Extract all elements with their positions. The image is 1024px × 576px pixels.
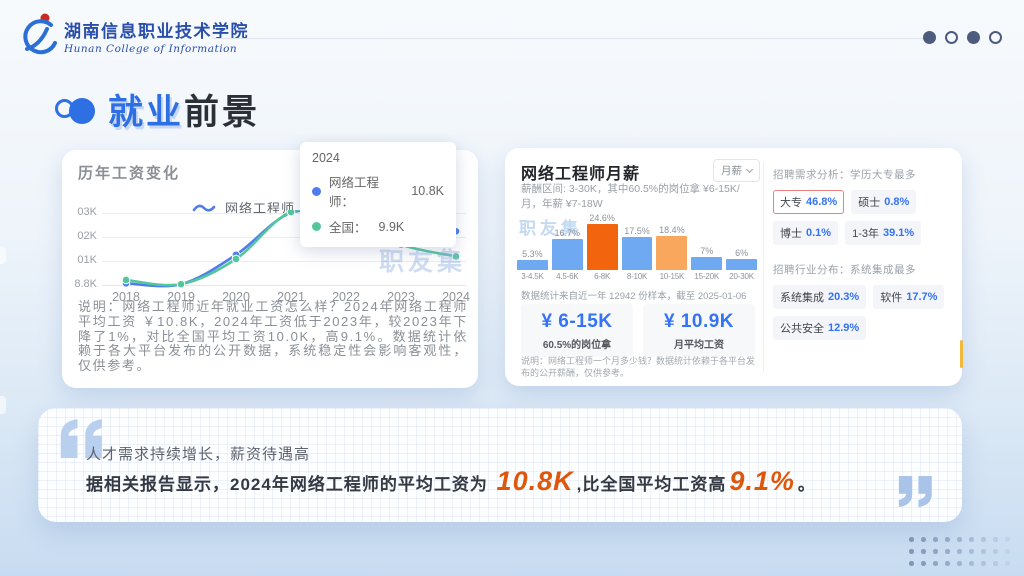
edge-decoration [0,396,6,414]
quote-main-text: 据相关报告显示，2024年网络工程师的平均工资为 10.8K ,比全国平均工资高 9… [86,466,946,497]
quote-text: ,比全国平均工资高 [576,475,727,494]
header-divider [212,38,928,39]
stat-tag: 博士 0.1% [773,221,839,245]
quote-subtitle: 人才需求持续增长，薪资待遇高 [86,446,311,463]
bar-category-label: 8-10K [626,272,648,281]
line-chart-title: 历年工资变化 [78,165,181,182]
monthly-salary-card: 网络工程师月薪 月薪 薪酬区间: 3-30K，其中60.5%的岗位拿 ¥6-15… [505,148,963,386]
pagination-dot[interactable] [989,31,1002,44]
bar: 5.3% [517,249,548,270]
bar: 16.7% [551,228,583,270]
x-axis-label: 2024 [442,290,470,304]
bar-chart-title: 网络工程师月薪 [521,166,641,183]
quote-close-icon [898,476,932,508]
stat-tag: 大专 46.8% [773,190,845,214]
line-chart-legend: 网络工程师 [192,198,295,217]
watermark: 职友集 [519,219,582,238]
stat-tag: 硕士 0.8% [851,190,917,214]
bar-chart-note: 说明：网络工程师一个月多少钱？数据统计依赖于各平台发布的公开薪酬，仅供参考。 [521,356,756,378]
sample-note: 数据统计来自近一年 12942 份样本，截至 2025-01-06 [521,291,747,302]
tooltip-item: 网络工程师： 10.8K [312,172,444,210]
stat-box: ¥ 10.9K 月平均工资 [643,304,755,357]
page-title-row: 就业前景 [55,84,260,135]
stat-tag: 系统集成 20.3% [773,285,867,309]
college-logo-icon [23,13,57,55]
series-dot-icon [312,186,321,196]
chart-tooltip-items: 网络工程师： 10.8K 全国： 9.9K [312,172,444,236]
line-chart-note: 说明：网络工程师近年就业工资怎么样？2024年网络工程师平均工资 ￥10.8K，… [78,299,468,374]
bar-category-label: 3-4.5K [521,272,544,281]
salary-bar-chart: 5.3% 16.7% 24.6% 17.5% 18.4% 7% 6% [517,210,758,270]
page-title-rest: 前景 [184,93,261,132]
page-title-highlight: 就业 [108,93,185,132]
pagination-dots [923,31,1002,44]
bar: 24.6% [586,213,618,270]
quote-text: 。 [797,475,816,494]
scrollbar-thumb[interactable] [959,340,963,368]
bar-category-label: 6-8K [594,272,611,281]
x-axis-label: 2018 [112,290,140,304]
quote-accent-number: 9.1% [729,466,795,496]
title-bullet-icon [55,96,95,124]
card-divider [763,162,764,372]
pagination-dot[interactable] [945,31,958,44]
quote-open-icon [60,419,102,458]
industry-header: 招聘行业分布：系统集成最多 [773,264,916,276]
dot-grid-decoration [909,537,1010,566]
y-axis-label: 01K [77,254,97,266]
demand-header: 招聘需求分析：学历大专最多 [773,169,916,181]
x-axis-label: 2022 [332,290,360,304]
bar: 17.5% [621,226,653,270]
bar-category-label: 15-20K [694,272,720,281]
stat-box: ¥ 6-15K 60.5%的岗位拿 [521,304,633,357]
y-axis-label: 02K [77,230,97,242]
y-axis-label: 03K [77,206,97,218]
bar: 7% [691,246,723,270]
x-axis-label: 2023 [387,290,415,304]
stat-tag: 公共安全 12.9% [773,316,867,340]
stat-tag: 1-3年 39.1% [845,221,922,245]
x-axis-label: 2020 [222,290,250,304]
bar: 6% [726,248,758,270]
salary-range-subtitle: 薪酬区间: 3-30K，其中60.5%的岗位拿 ¥6-15K/月，年薪 ¥7-1… [521,183,740,210]
bar-category-label: 20-30K [729,272,754,281]
bar-category-label: 10-15K [659,272,685,281]
salary-type-dropdown[interactable]: 月薪 [713,159,760,182]
chevron-down-icon [745,165,754,174]
bar: 18.4% [656,225,688,270]
x-axis-label: 2019 [167,290,195,304]
edge-decoration [0,246,6,264]
college-name-en: Hunan College of Information [64,43,238,55]
pagination-dot[interactable] [923,31,936,44]
watermark: 职友集 [378,248,466,276]
x-axis-label: 2021 [277,290,305,304]
wave-legend-icon [192,204,216,212]
legend-label: 网络工程师 [225,201,296,216]
demand-tags: 大专 46.8% 硕士 0.8% 博士 0.1% 1-3年 39.1% [773,190,957,245]
series-dot-icon [312,222,321,231]
y-axis-label: 8.8K [74,278,97,290]
page-title: 就业前景 [108,84,260,135]
dropdown-label: 月薪 [721,165,742,177]
salary-trend-card: 历年工资变化 网络工程师 03K 02K 01K 8.8K 2018 2019 2020 20… [62,142,478,388]
recruit-analysis-section: 招聘需求分析：学历大专最多 大专 46.8% 硕士 0.8% 博士 0.1% 1-3年 39.… [773,148,957,340]
industry-tags: 系统集成 20.3% 软件 17.7% 公共安全 12.9% [773,285,957,340]
quote-text: 据相关报告显示，2024年网络工程师的平均工资为 [86,475,494,494]
tooltip-year: 2024 [312,151,340,165]
pagination-dot[interactable] [967,31,980,44]
salary-stat-boxes: ¥ 6-15K 60.5%的岗位拿 ¥ 10.9K 月平均工资 [521,304,755,357]
logo-text: 湖南信息职业技术学院 Hunan College of Information [64,17,249,55]
tooltip-item: 全国： 9.9K [312,217,444,236]
bar-category-labels: 3-4.5K 4.5-6K 6-8K 8-10K 10-15K 15-20K 20-30K [517,272,757,281]
stat-tag: 软件 17.7% [873,285,945,309]
quote-accent-number: 10.8K [496,466,574,496]
college-name: 湖南信息职业技术学院 [64,22,249,41]
bar-category-label: 4.5-6K [556,272,579,281]
chart-tooltip: 2024 网络工程师： 10.8K 全国： 9.9K [300,142,456,247]
quote-panel: 人才需求持续增长，薪资待遇高 据相关报告显示，2024年网络工程师的平均工资为 … [38,408,962,522]
